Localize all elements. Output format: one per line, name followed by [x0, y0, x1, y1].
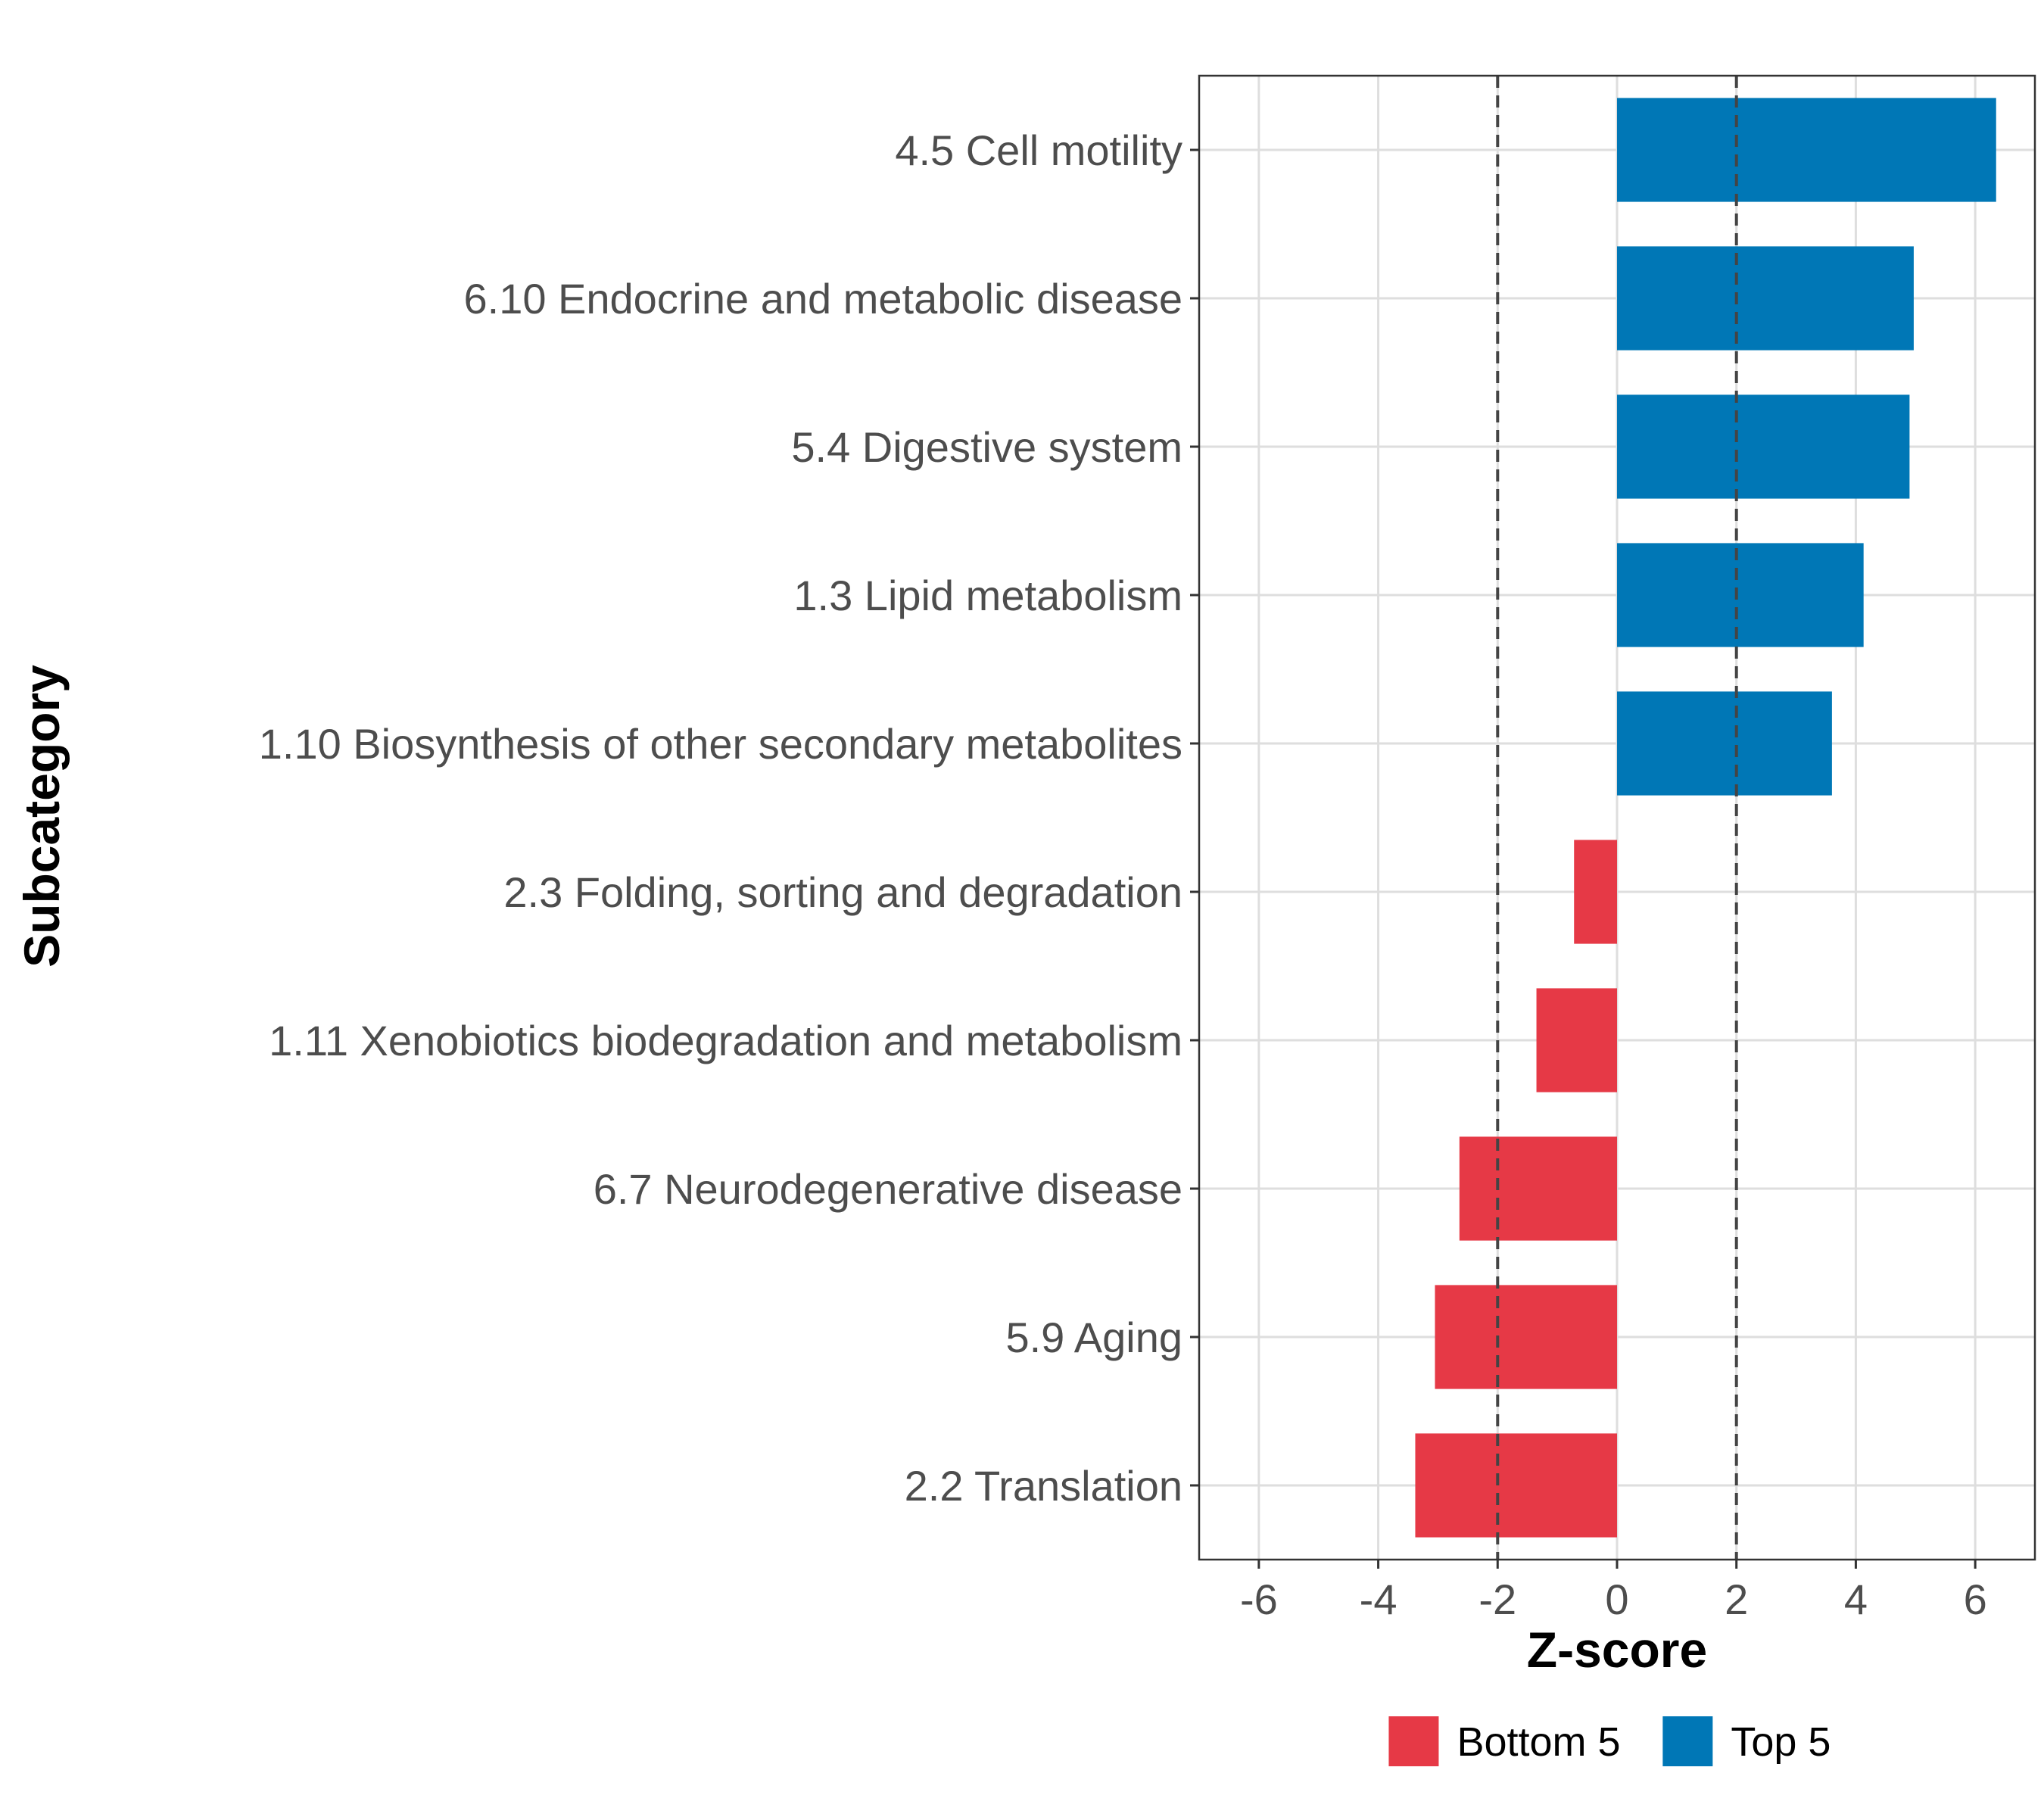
y-tick-label: 2.2 Translation: [905, 1462, 1182, 1510]
legend-key: [1388, 1716, 1439, 1766]
y-tick-label: 5.4 Digestive system: [791, 423, 1182, 471]
y-axis-title: Subcategory: [14, 665, 70, 968]
y-tick-label: 1.3 Lipid metabolism: [793, 572, 1182, 619]
y-tick-label: 1.11 Xenobiotics biodegradation and meta…: [269, 1017, 1182, 1064]
y-tick-label: 6.10 Endocrine and metabolic disease: [463, 275, 1182, 323]
y-tick-label: 4.5 Cell motility: [895, 126, 1182, 174]
y-tick-label: 2.3 Folding, sorting and degradation: [503, 868, 1182, 916]
bar: [1536, 988, 1617, 1092]
bars: [1415, 98, 1996, 1538]
x-tick-label: -2: [1478, 1575, 1516, 1623]
axes: -6 -4 -2 0 2 4 6 4.5 Cell motility 6.10 Endocrin…: [259, 126, 1987, 1623]
x-axis-title: Z-score: [1527, 1622, 1707, 1678]
legend-label: Bottom 5: [1457, 1719, 1620, 1765]
legend: Bottom 5 Top 5: [1388, 1716, 1831, 1766]
x-tick-label: -6: [1240, 1575, 1278, 1623]
legend-label: Top 5: [1731, 1719, 1831, 1765]
threshold-lines: [1496, 76, 1738, 1560]
bar: [1617, 246, 1914, 351]
y-tick-label: 5.9 Aging: [1005, 1314, 1182, 1361]
bar: [1459, 1136, 1617, 1241]
x-tick-label: 2: [1725, 1575, 1748, 1623]
x-tick-label: 6: [1964, 1575, 1987, 1623]
bar: [1617, 394, 1910, 499]
bar: [1574, 840, 1617, 944]
bar: [1415, 1433, 1617, 1538]
y-tick-label: 1.10 Biosynthesis of other secondary met…: [259, 720, 1182, 768]
bar: [1435, 1285, 1617, 1389]
x-tick-label: 0: [1605, 1575, 1628, 1623]
bar: [1617, 543, 1864, 647]
x-tick-label: -4: [1360, 1575, 1397, 1623]
x-tick-label: 4: [1844, 1575, 1868, 1623]
bar: [1617, 98, 1996, 202]
bar: [1617, 691, 1832, 796]
legend-key: [1662, 1716, 1713, 1766]
y-tick-label: 6.7 Neurodegenerative disease: [594, 1165, 1182, 1213]
